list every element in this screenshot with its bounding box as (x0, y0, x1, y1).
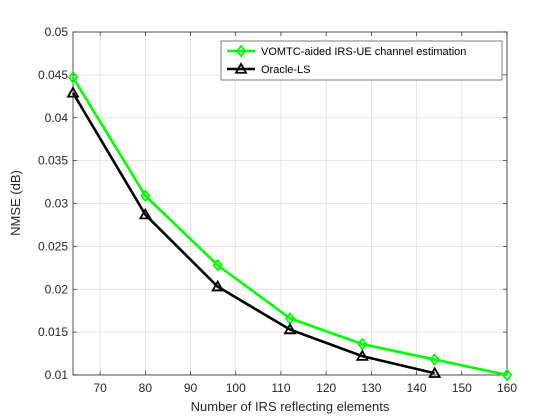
data-point-marker (67, 71, 79, 84)
x-tick-label: 160 (497, 381, 517, 395)
legend-box (220, 40, 503, 81)
data-point-marker (428, 366, 442, 378)
axis-ticks: 70 80 90 100 110 120 130 140 150 160 0.01 0.015 0.02… (38, 25, 517, 395)
series-line (71, 92, 435, 375)
legend-label: Oracle-LS (261, 64, 311, 76)
y-tick-label: 0.01 (45, 368, 69, 382)
x-tick-label: 90 (184, 381, 198, 395)
x-tick-label: 110 (271, 381, 290, 395)
data-point-marker (429, 353, 440, 367)
y-tick-label: 0.015 (38, 325, 68, 339)
y-tick-label: 0.02 (45, 282, 69, 296)
data-point-marker (211, 279, 225, 292)
legend-marker-swatch (234, 62, 248, 74)
series-oracle-ls (66, 86, 442, 378)
y-axis-label: NMSE (dB) (8, 170, 23, 236)
series-vomtc (67, 71, 513, 382)
data-point-marker (357, 337, 368, 351)
y-tick-label: 0.025 (38, 239, 68, 253)
legend-entry: Oracle-LS (227, 62, 311, 76)
y-tick-label: 0.045 (38, 68, 68, 82)
series-group (66, 71, 513, 382)
y-tick-label: 0.03 (45, 197, 69, 211)
data-point-marker (212, 258, 223, 272)
series-line (71, 76, 508, 377)
data-point-marker (138, 207, 152, 220)
x-tick-label: 100 (226, 381, 246, 395)
x-tick-label: 120 (316, 381, 336, 395)
data-point-marker (501, 368, 513, 382)
legend-entry: VOMTC-aided IRS-UE channel estimation (227, 44, 466, 58)
data-point-marker (355, 349, 369, 361)
data-point-marker (283, 322, 297, 335)
x-tick-label: 150 (452, 381, 472, 395)
data-point-marker (140, 189, 151, 203)
x-tick-label: 80 (139, 381, 153, 395)
x-axis-label: Number of IRS reflecting elements (191, 399, 390, 414)
data-point-marker (66, 86, 80, 98)
x-tick-label: 130 (361, 381, 381, 395)
y-tick-label: 0.035 (38, 154, 68, 168)
x-tick-label: 70 (93, 381, 107, 395)
legend: VOMTC-aided IRS-UE channel estimation Ora… (220, 40, 503, 81)
x-tick-label: 140 (407, 381, 427, 395)
legend-label: VOMTC-aided IRS-UE channel estimation (261, 46, 466, 58)
legend-marker-swatch (235, 44, 247, 58)
y-tick-label: 0.05 (45, 25, 69, 39)
y-tick-label: 0.04 (45, 111, 69, 125)
